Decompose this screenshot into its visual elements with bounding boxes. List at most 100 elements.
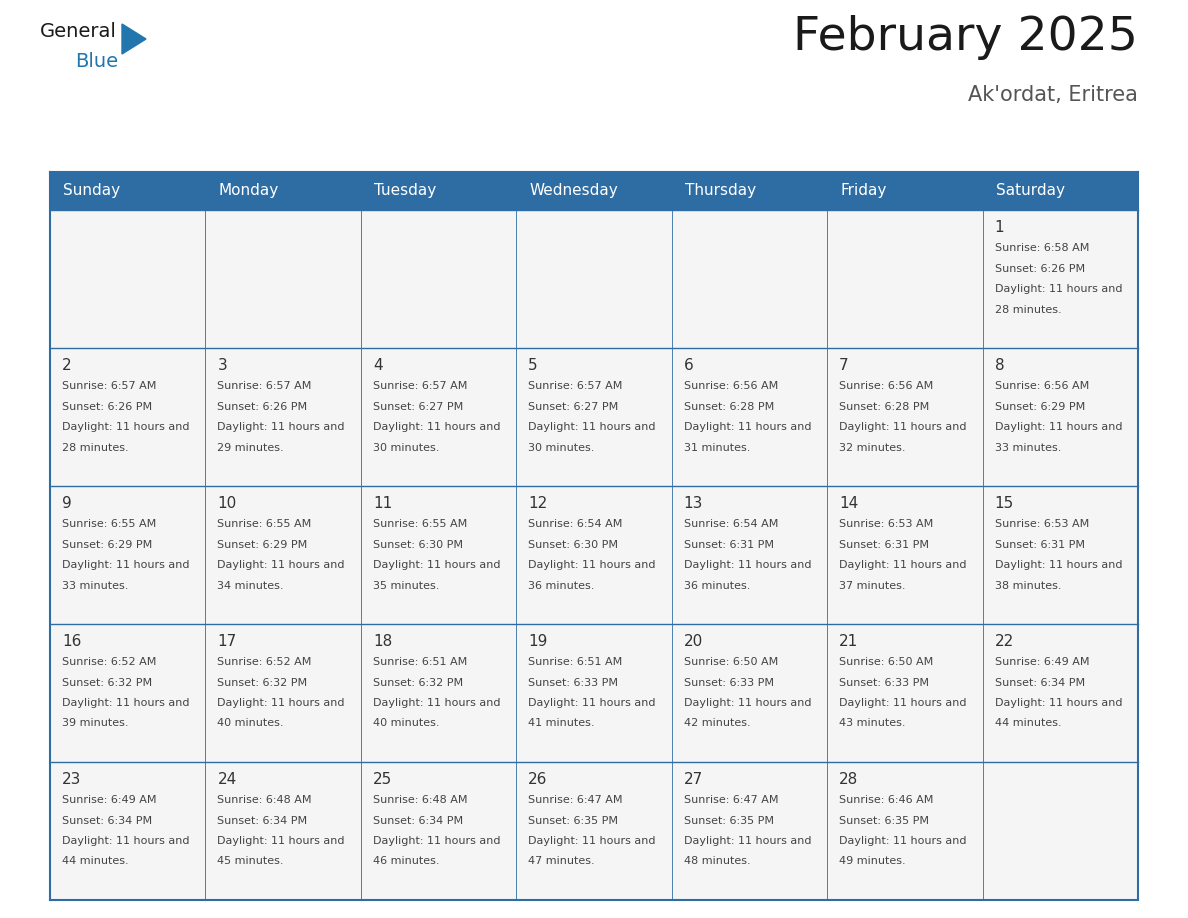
Text: Daylight: 11 hours and: Daylight: 11 hours and [994,698,1123,708]
Text: Sunset: 6:27 PM: Sunset: 6:27 PM [373,401,463,411]
Text: 49 minutes.: 49 minutes. [839,856,905,867]
Text: Daylight: 11 hours and: Daylight: 11 hours and [62,698,190,708]
Text: Sunset: 6:33 PM: Sunset: 6:33 PM [839,677,929,688]
Text: 11: 11 [373,496,392,511]
Bar [206,624,361,762]
Text: Sunrise: 6:47 AM: Sunrise: 6:47 AM [529,795,623,805]
Text: Daylight: 11 hours and: Daylight: 11 hours and [529,836,656,846]
Text: Friday: Friday [840,184,886,198]
Text: Sunset: 6:31 PM: Sunset: 6:31 PM [684,540,773,550]
Text: Sunrise: 6:48 AM: Sunrise: 6:48 AM [373,795,467,805]
Text: Sunset: 6:35 PM: Sunset: 6:35 PM [839,815,929,825]
Text: Daylight: 11 hours and: Daylight: 11 hours and [529,698,656,708]
Bar [361,762,517,900]
Bar [361,172,517,210]
Bar [671,210,827,348]
Text: Daylight: 11 hours and: Daylight: 11 hours and [839,698,967,708]
Bar [517,210,671,348]
Text: 14: 14 [839,496,859,511]
Text: 38 minutes.: 38 minutes. [994,580,1061,590]
Bar [206,486,361,624]
Text: 39 minutes.: 39 minutes. [62,719,128,729]
Text: 44 minutes.: 44 minutes. [994,719,1061,729]
Bar [671,486,827,624]
Text: 23: 23 [62,772,81,787]
Bar [50,762,206,900]
Bar [671,624,827,762]
Text: Sunrise: 6:46 AM: Sunrise: 6:46 AM [839,795,934,805]
Text: Daylight: 11 hours and: Daylight: 11 hours and [839,422,967,432]
Text: Sunrise: 6:50 AM: Sunrise: 6:50 AM [839,657,934,667]
Text: Daylight: 11 hours and: Daylight: 11 hours and [529,560,656,570]
Text: Daylight: 11 hours and: Daylight: 11 hours and [839,836,967,846]
Text: 29 minutes.: 29 minutes. [217,442,284,453]
Text: 5: 5 [529,358,538,373]
Bar [206,762,361,900]
Text: Daylight: 11 hours and: Daylight: 11 hours and [994,560,1123,570]
Text: Tuesday: Tuesday [374,184,436,198]
Text: Daylight: 11 hours and: Daylight: 11 hours and [684,422,811,432]
Text: 43 minutes.: 43 minutes. [839,719,905,729]
Text: 46 minutes.: 46 minutes. [373,856,440,867]
Text: Sunset: 6:27 PM: Sunset: 6:27 PM [529,401,619,411]
Bar [517,172,671,210]
Text: Sunset: 6:30 PM: Sunset: 6:30 PM [529,540,618,550]
Text: 7: 7 [839,358,848,373]
Bar [827,172,982,210]
Text: 10: 10 [217,496,236,511]
Text: Sunset: 6:28 PM: Sunset: 6:28 PM [839,401,929,411]
Text: Daylight: 11 hours and: Daylight: 11 hours and [217,422,345,432]
Bar [982,172,1138,210]
Text: Sunset: 6:30 PM: Sunset: 6:30 PM [373,540,463,550]
Text: 40 minutes.: 40 minutes. [217,719,284,729]
Bar [361,624,517,762]
Text: Daylight: 11 hours and: Daylight: 11 hours and [684,836,811,846]
Bar [50,210,206,348]
Text: Sunset: 6:34 PM: Sunset: 6:34 PM [373,815,463,825]
Bar [982,486,1138,624]
Text: Sunset: 6:35 PM: Sunset: 6:35 PM [684,815,773,825]
Text: 33 minutes.: 33 minutes. [62,580,128,590]
Text: Blue: Blue [75,52,118,71]
Bar [517,486,671,624]
Text: 2: 2 [62,358,71,373]
Text: Daylight: 11 hours and: Daylight: 11 hours and [684,560,811,570]
Bar [671,762,827,900]
Text: Sunrise: 6:51 AM: Sunrise: 6:51 AM [529,657,623,667]
Text: Daylight: 11 hours and: Daylight: 11 hours and [373,698,500,708]
Bar [517,624,671,762]
Text: 6: 6 [684,358,694,373]
Text: Sunrise: 6:58 AM: Sunrise: 6:58 AM [994,243,1089,253]
Text: 33 minutes.: 33 minutes. [994,442,1061,453]
Text: Daylight: 11 hours and: Daylight: 11 hours and [373,422,500,432]
Bar [206,172,361,210]
Text: 18: 18 [373,634,392,649]
Text: 4: 4 [373,358,383,373]
Text: Sunset: 6:26 PM: Sunset: 6:26 PM [217,401,308,411]
Bar [206,210,361,348]
Bar [50,624,206,762]
Text: 25: 25 [373,772,392,787]
Text: Sunset: 6:26 PM: Sunset: 6:26 PM [994,263,1085,274]
Text: Sunrise: 6:57 AM: Sunrise: 6:57 AM [62,381,157,391]
Text: Sunset: 6:32 PM: Sunset: 6:32 PM [373,677,463,688]
Text: Sunrise: 6:54 AM: Sunrise: 6:54 AM [529,519,623,529]
Text: 36 minutes.: 36 minutes. [684,580,750,590]
Text: 16: 16 [62,634,81,649]
Text: Sunset: 6:28 PM: Sunset: 6:28 PM [684,401,773,411]
Text: Monday: Monday [219,184,279,198]
Text: 3: 3 [217,358,227,373]
Text: Sunset: 6:34 PM: Sunset: 6:34 PM [217,815,308,825]
Bar [982,624,1138,762]
Text: Daylight: 11 hours and: Daylight: 11 hours and [62,836,190,846]
Text: Sunrise: 6:49 AM: Sunrise: 6:49 AM [62,795,157,805]
Text: 27: 27 [684,772,703,787]
Text: Daylight: 11 hours and: Daylight: 11 hours and [994,422,1123,432]
Text: Sunset: 6:29 PM: Sunset: 6:29 PM [994,401,1085,411]
Text: Sunrise: 6:48 AM: Sunrise: 6:48 AM [217,795,312,805]
Text: Sunday: Sunday [63,184,120,198]
Text: 45 minutes.: 45 minutes. [217,856,284,867]
Bar [517,762,671,900]
Text: Ak'ordat, Eritrea: Ak'ordat, Eritrea [968,85,1138,105]
Text: 37 minutes.: 37 minutes. [839,580,905,590]
